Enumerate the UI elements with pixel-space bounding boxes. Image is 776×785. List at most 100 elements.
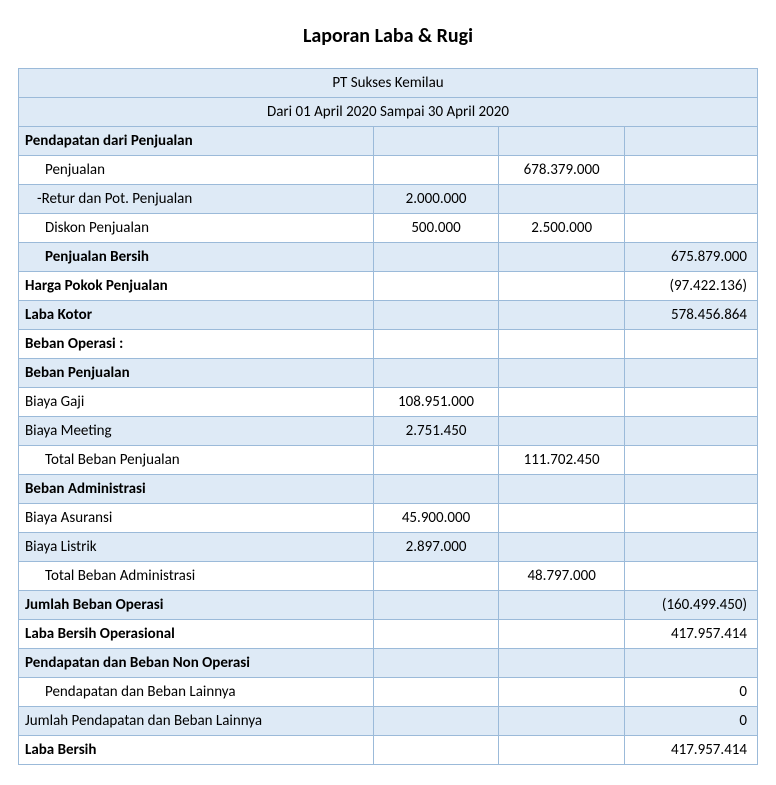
row-value-col3 — [624, 214, 757, 243]
row-value-col3: (97.422.136) — [624, 272, 757, 301]
row-value-col3 — [624, 359, 757, 388]
row-value-col2 — [499, 707, 625, 736]
report-title: Laporan Laba & Rugi — [18, 24, 758, 48]
row-value-col1 — [373, 736, 499, 765]
row-label: Jumlah Pendapatan dan Beban Lainnya — [19, 707, 374, 736]
row-value-col3 — [624, 330, 757, 359]
row-label: Beban Administrasi — [19, 475, 374, 504]
row-value-col2 — [499, 359, 625, 388]
row-value-col2 — [499, 649, 625, 678]
row-label: Beban Penjualan — [19, 359, 374, 388]
period-text: Dari 01 April 2020 Sampai 30 April 2020 — [19, 98, 758, 127]
company-name: PT Sukses Kemilau — [19, 69, 758, 98]
row-label: Harga Pokok Penjualan — [19, 272, 374, 301]
row-value-col2 — [499, 533, 625, 562]
row-label: Total Beban Administrasi — [19, 562, 374, 591]
row-value-col1 — [373, 620, 499, 649]
row-value-col1 — [373, 359, 499, 388]
row-label: Biaya Listrik — [19, 533, 374, 562]
row-label: Pendapatan dan Beban Lainnya — [19, 678, 374, 707]
row-value-col2: 111.702.450 — [499, 446, 625, 475]
row-value-col3 — [624, 475, 757, 504]
row-value-col2 — [499, 504, 625, 533]
table-row: Biaya Listrik2.897.000 — [19, 533, 758, 562]
table-row: Beban Operasi : — [19, 330, 758, 359]
table-row: -Retur dan Pot. Penjualan2.000.000 — [19, 185, 758, 214]
row-value-col1 — [373, 707, 499, 736]
row-value-col2: 48.797.000 — [499, 562, 625, 591]
row-value-col1 — [373, 156, 499, 185]
table-row: Laba Bersih 417.957.414 — [19, 736, 758, 765]
table-row: Pendapatan dan Beban Non Operasi — [19, 649, 758, 678]
row-value-col2 — [499, 243, 625, 272]
row-label: Total Beban Penjualan — [19, 446, 374, 475]
row-label: Beban Operasi : — [19, 330, 374, 359]
table-row: Jumlah Pendapatan dan Beban Lainnya 0 — [19, 707, 758, 736]
row-value-col2 — [499, 620, 625, 649]
row-label: Biaya Gaji — [19, 388, 374, 417]
row-label: Laba Kotor — [19, 301, 374, 330]
row-value-col1 — [373, 301, 499, 330]
row-value-col3 — [624, 504, 757, 533]
row-label: Laba Bersih — [19, 736, 374, 765]
table-row: Beban Administrasi — [19, 475, 758, 504]
row-label: Pendapatan dari Penjualan — [19, 127, 374, 156]
row-value-col3: 417.957.414 — [624, 736, 757, 765]
table-row: Biaya Meeting2.751.450 — [19, 417, 758, 446]
income-statement-table: PT Sukses Kemilau Dari 01 April 2020 Sam… — [18, 68, 758, 765]
row-value-col2 — [499, 475, 625, 504]
row-value-col1 — [373, 127, 499, 156]
row-value-col1: 2.751.450 — [373, 417, 499, 446]
row-value-col2 — [499, 330, 625, 359]
row-value-col3: (160.499.450) — [624, 591, 757, 620]
row-value-col1: 108.951.000 — [373, 388, 499, 417]
row-value-col3: 0 — [624, 707, 757, 736]
row-value-col3 — [624, 185, 757, 214]
row-value-col1 — [373, 649, 499, 678]
row-value-col3 — [624, 446, 757, 475]
row-value-col3 — [624, 156, 757, 185]
row-value-col1: 500.000 — [373, 214, 499, 243]
table-row: Laba Kotor578.456.864 — [19, 301, 758, 330]
row-value-col1 — [373, 446, 499, 475]
table-row: Pendapatan dari Penjualan — [19, 127, 758, 156]
row-value-col3: 0 — [624, 678, 757, 707]
row-value-col2: 678.379.000 — [499, 156, 625, 185]
row-value-col1 — [373, 243, 499, 272]
table-row: Biaya Asuransi45.900.000 — [19, 504, 758, 533]
row-label: -Retur dan Pot. Penjualan — [19, 185, 374, 214]
row-value-col2 — [499, 301, 625, 330]
table-row: Beban Penjualan — [19, 359, 758, 388]
table-row: Harga Pokok Penjualan (97.422.136) — [19, 272, 758, 301]
table-row: Laba Bersih Operasional417.957.414 — [19, 620, 758, 649]
row-label: Penjualan Bersih — [19, 243, 374, 272]
row-value-col2 — [499, 127, 625, 156]
table-row: Biaya Gaji108.951.000 — [19, 388, 758, 417]
table-row: Total Beban Administrasi 48.797.000 — [19, 562, 758, 591]
row-value-col1: 2.897.000 — [373, 533, 499, 562]
period-row: Dari 01 April 2020 Sampai 30 April 2020 — [19, 98, 758, 127]
row-value-col2 — [499, 591, 625, 620]
row-value-col3 — [624, 649, 757, 678]
row-value-col3 — [624, 417, 757, 446]
row-value-col2 — [499, 736, 625, 765]
row-value-col2 — [499, 417, 625, 446]
row-value-col2: 2.500.000 — [499, 214, 625, 243]
table-row: Pendapatan dan Beban Lainnya 0 — [19, 678, 758, 707]
table-row: Diskon Penjualan500.0002.500.000 — [19, 214, 758, 243]
company-row: PT Sukses Kemilau — [19, 69, 758, 98]
row-value-col1 — [373, 475, 499, 504]
row-value-col1: 2.000.000 — [373, 185, 499, 214]
row-value-col1 — [373, 678, 499, 707]
row-label: Biaya Asuransi — [19, 504, 374, 533]
row-value-col2 — [499, 678, 625, 707]
row-value-col1 — [373, 272, 499, 301]
row-value-col1 — [373, 591, 499, 620]
row-label: Diskon Penjualan — [19, 214, 374, 243]
table-row: Total Beban Penjualan 111.702.450 — [19, 446, 758, 475]
row-value-col1: 45.900.000 — [373, 504, 499, 533]
row-value-col3 — [624, 562, 757, 591]
row-value-col3 — [624, 533, 757, 562]
row-label: Biaya Meeting — [19, 417, 374, 446]
row-value-col3 — [624, 388, 757, 417]
